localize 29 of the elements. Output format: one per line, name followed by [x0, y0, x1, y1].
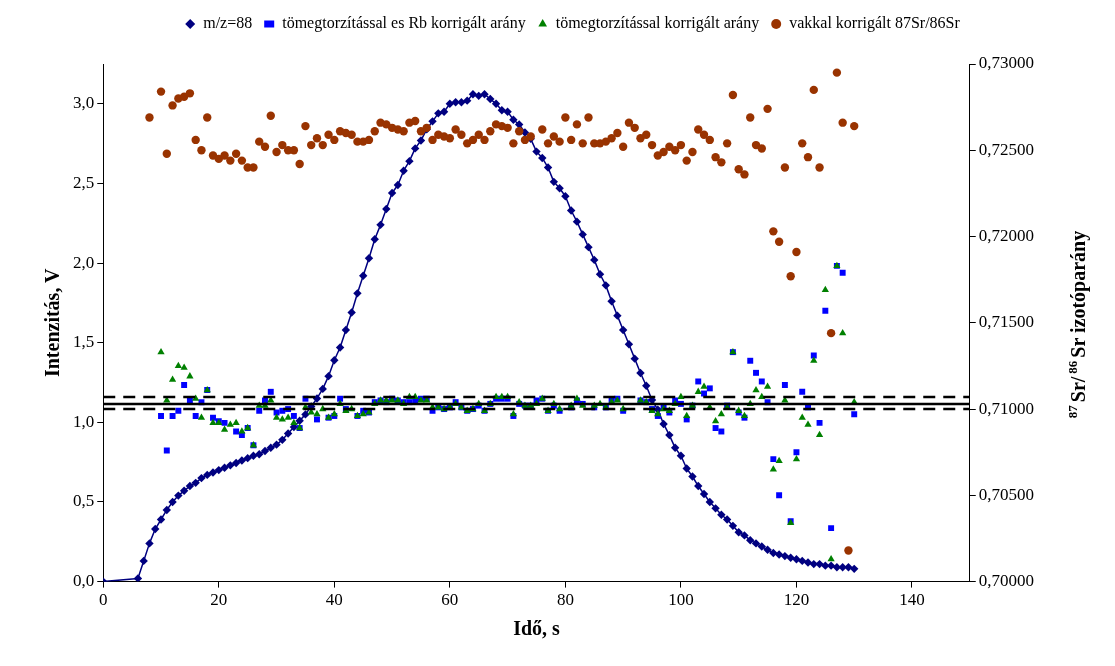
legend-label: tömegtorzítással korrigált arány	[555, 14, 760, 33]
y-tick-label: 0,5	[73, 491, 95, 511]
y2-tick-label: 0,71500	[978, 312, 1034, 332]
y2-tick-label: 0,72000	[978, 226, 1034, 245]
y2-tick-label: 0,70500	[978, 484, 1034, 504]
x-tick-label: 100	[668, 590, 694, 610]
legend-label: m/z=88	[203, 14, 253, 32]
x-tick-label: 40	[325, 590, 343, 610]
x-tick-label: 120	[783, 590, 810, 610]
legend-label: vakkal korrigált 87Sr/86Sr	[789, 14, 961, 33]
y2-tick-label: 0,70000	[978, 571, 1034, 591]
y-axis-title: Intenzitás, V	[41, 267, 64, 378]
x-tick-label: 60	[441, 590, 459, 610]
x-tick-label: 80	[556, 590, 574, 610]
x-tick-label: 140	[899, 590, 925, 610]
y-tick-label: 2,0	[73, 252, 95, 272]
x-axis-title: Idő, s	[513, 617, 561, 640]
x-tick-label: 20	[210, 590, 228, 610]
y2-tick-label: 0,72500	[978, 139, 1034, 159]
y-tick-label: 3,0	[73, 93, 95, 113]
y2-axis-title: 87Sr/86Sr izotóparány	[1065, 230, 1090, 419]
legend-label: tömegtorzítással es Rb korrigált arány	[282, 14, 526, 33]
x-tick-label: 0	[99, 590, 108, 610]
y-tick-label: 1,5	[73, 332, 95, 352]
y2-tick-label: 0,73000	[978, 53, 1034, 73]
y-tick-label: 1,0	[73, 411, 95, 431]
y-tick-label: 2,5	[73, 172, 95, 192]
y2-tick-label: 0,71000	[978, 398, 1034, 418]
y-tick-label: 0,0	[73, 571, 95, 591]
